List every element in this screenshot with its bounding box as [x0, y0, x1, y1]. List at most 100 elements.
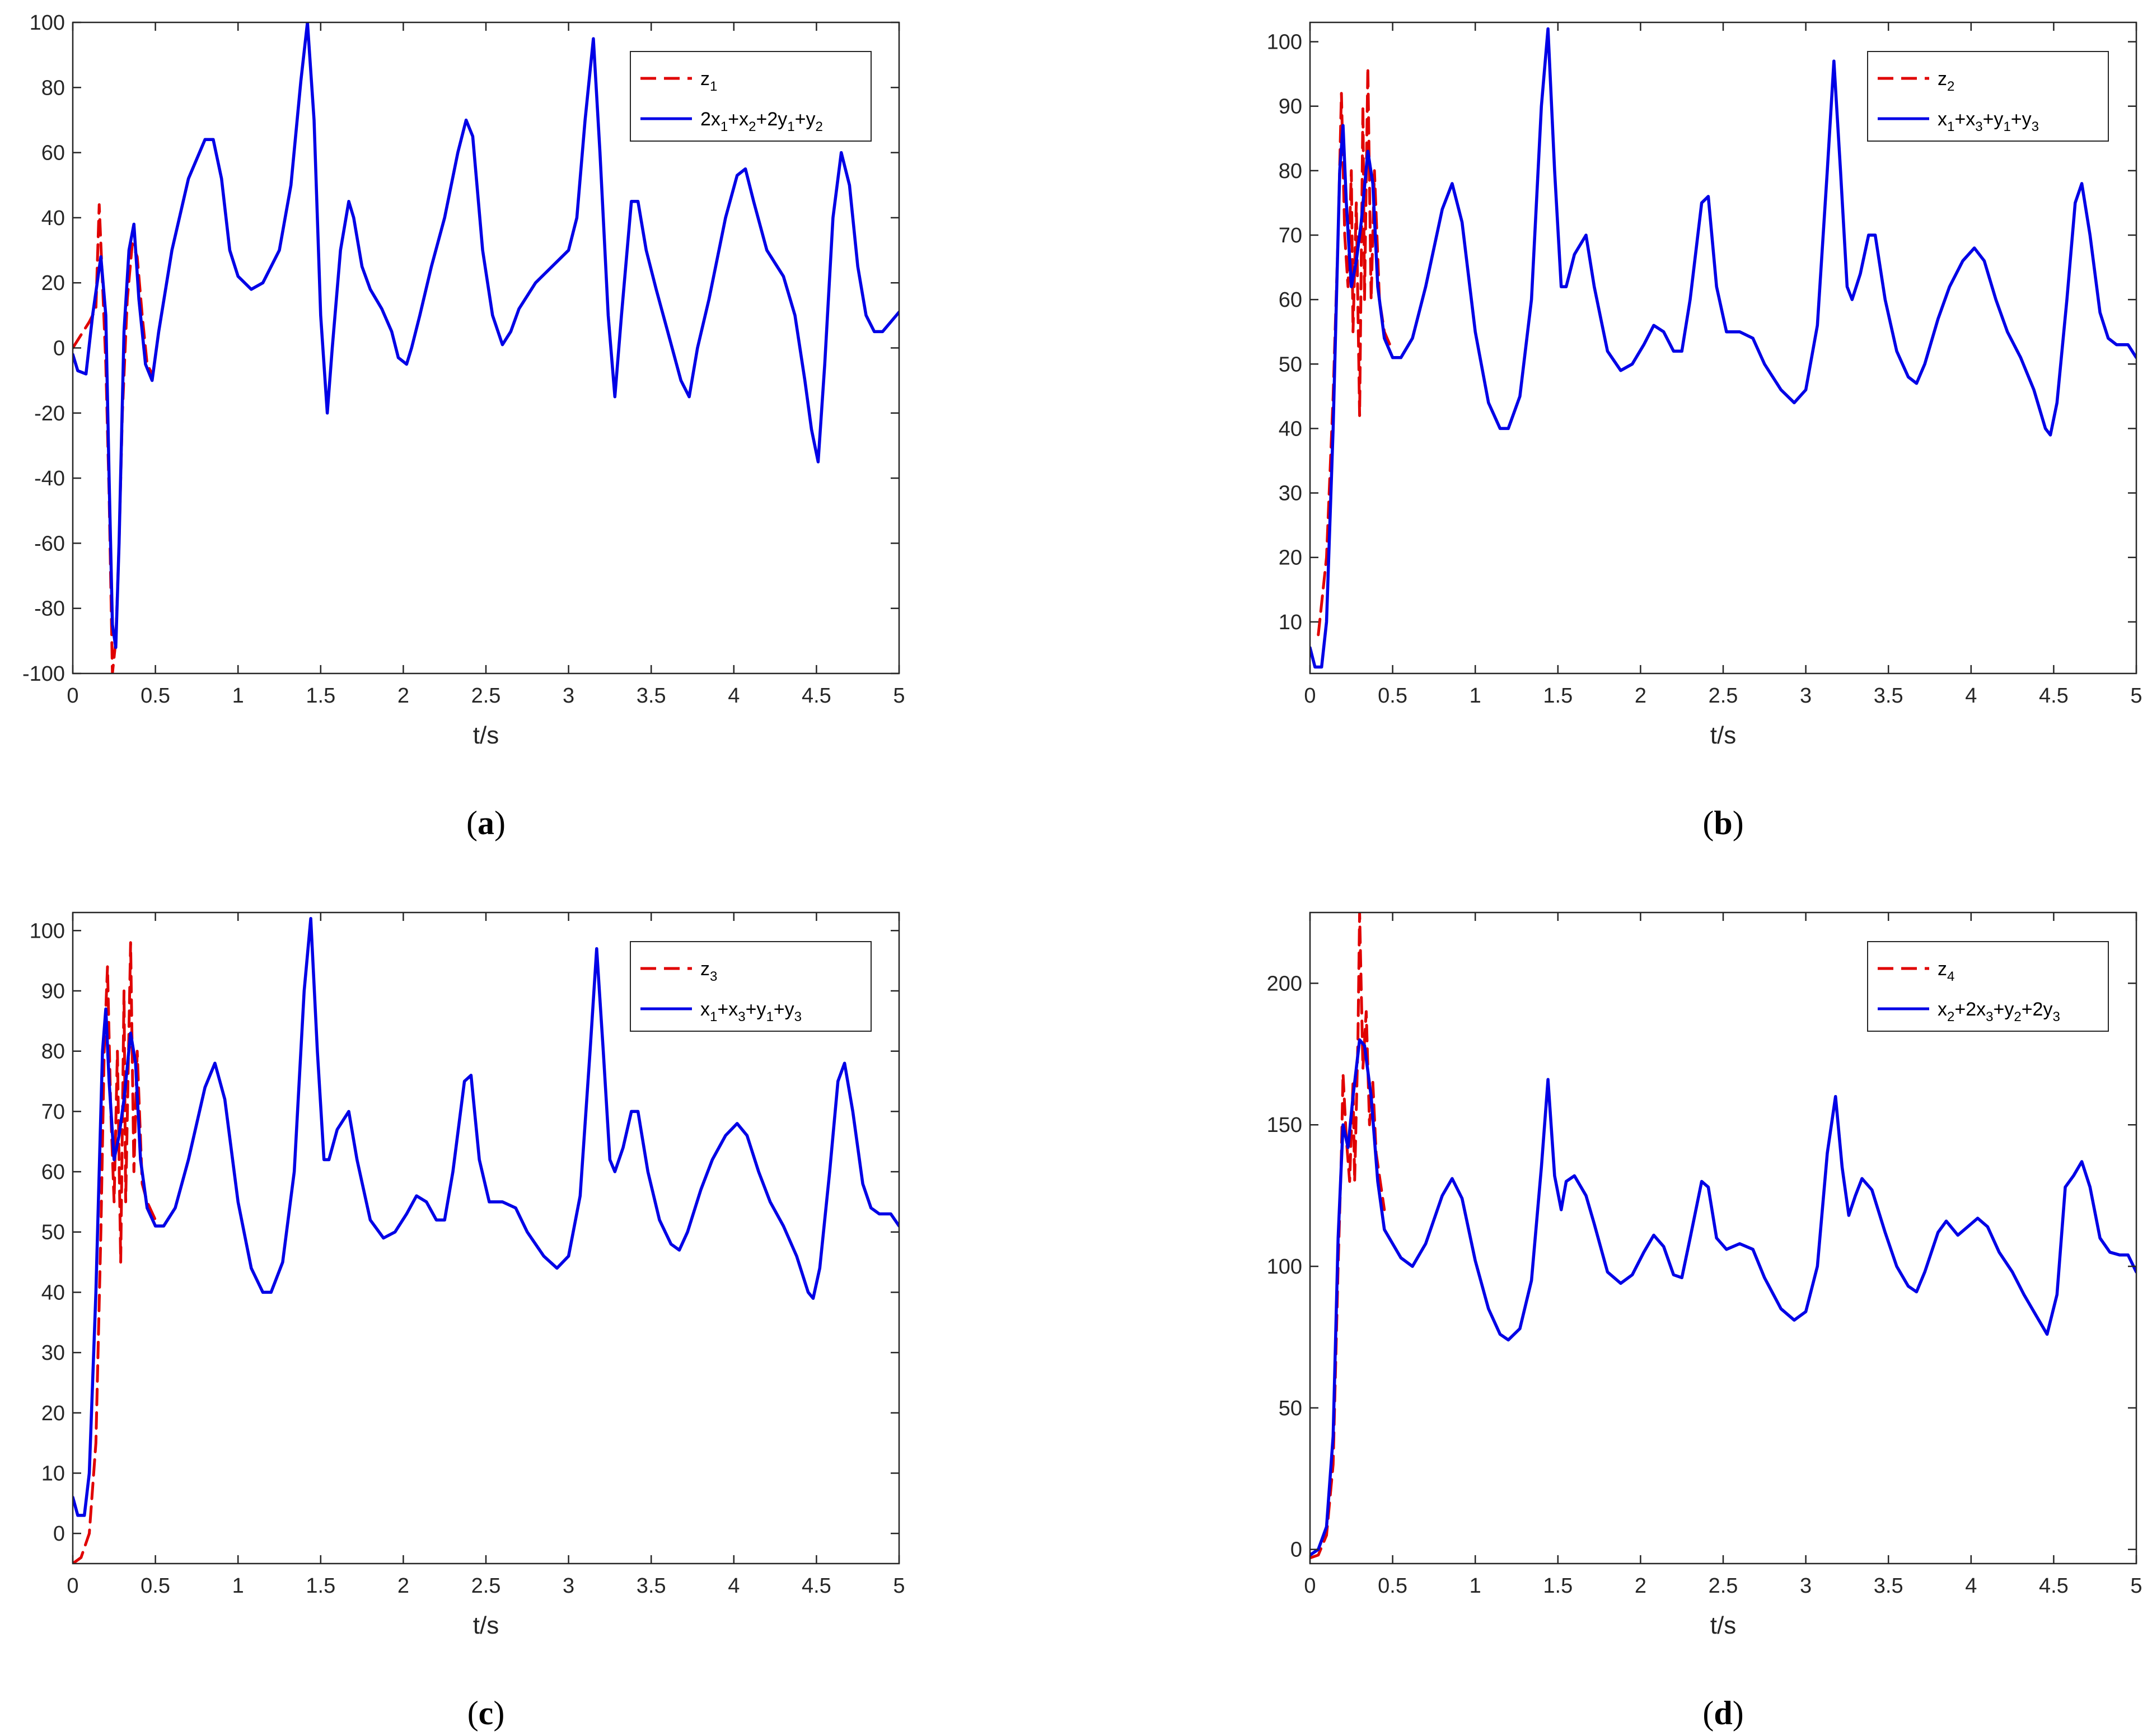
legend-subscript: 2	[748, 119, 756, 134]
y-tick-label: 60	[1279, 288, 1302, 312]
legend-text-part: +2y	[2022, 999, 2053, 1020]
legend-subscript: 2	[2014, 1009, 2021, 1024]
legend-text-part: 2x	[700, 109, 721, 130]
legend-entry-label: z1	[700, 68, 717, 94]
legend-subscript: 1	[1947, 119, 1954, 134]
x-tick-label: 4.5	[2039, 684, 2069, 708]
caption-paren-close: )	[1733, 1695, 1744, 1732]
legend-box	[630, 941, 872, 1032]
caption-letter: c	[479, 1695, 494, 1732]
x-tick-label: 3	[563, 1574, 574, 1598]
series-line-dashed	[1310, 913, 1386, 1560]
y-tick-label: -80	[34, 597, 65, 621]
x-tick-label: 3.5	[1874, 684, 1903, 708]
x-tick-label: 2	[397, 1574, 409, 1598]
x-tick-label: 2.5	[471, 684, 501, 708]
y-tick-label: 10	[1279, 611, 1302, 634]
legend-entry-label: x1+x3+y1+y3	[1938, 109, 2039, 134]
x-tick-label: 0	[67, 684, 78, 708]
series-group	[1310, 27, 2136, 669]
caption-letter: d	[1714, 1695, 1732, 1732]
x-tick-label: 4	[728, 1574, 740, 1598]
caption-paren-open: (	[1702, 1695, 1714, 1732]
legend-box	[630, 51, 872, 142]
legend-entry-label: z4	[1938, 958, 1954, 984]
legend-subscript: 2	[1947, 1009, 1954, 1024]
series-line-dashed	[73, 941, 157, 1564]
legend-subscript: 1	[2003, 119, 2010, 134]
y-tick-label: 50	[41, 1221, 65, 1244]
y-tick-label: 100	[1267, 1255, 1302, 1279]
x-tick-label: 4	[1965, 1574, 1977, 1598]
y-tick-label: 200	[1267, 972, 1302, 995]
legend-subscript: 3	[710, 969, 717, 984]
legend-text-part: +y	[774, 999, 794, 1020]
x-tick-label: 0	[1304, 1574, 1316, 1598]
x-tick-label: 3.5	[637, 1574, 666, 1598]
legend-subscript: 3	[738, 1009, 745, 1024]
legend-text-part: +y	[1983, 109, 2004, 130]
y-tick-label: 30	[1279, 482, 1302, 506]
caption-paren-close: )	[494, 804, 506, 841]
legend-subscript: 1	[710, 79, 717, 94]
x-tick-label: 4	[728, 684, 740, 708]
series-group	[73, 22, 899, 673]
caption-paren-open: (	[466, 804, 478, 841]
y-tick-label: 40	[1279, 417, 1302, 441]
x-tick-label: 1.5	[306, 1574, 335, 1598]
series-line-solid	[1310, 1038, 2136, 1557]
legend-text-part: +y	[746, 999, 766, 1020]
y-tick-label: 0	[1290, 1538, 1302, 1562]
x-tick-label: 1.5	[1543, 684, 1573, 708]
panel-a: 0 0.5 1 1.5 2 2.5 3 3.5 4 4.5 5 -100 -80 -60 -40 -20 0 20…	[22, 11, 905, 841]
x-tick-label: 3	[1800, 1574, 1812, 1598]
legend-subscript: 4	[1947, 969, 1954, 984]
y-tick-label: -60	[34, 532, 65, 555]
x-tick-label: 1	[1470, 684, 1481, 708]
y-tick-label: 80	[1279, 160, 1302, 183]
panel-d: 0 0.5 1 1.5 2 2.5 3 3.5 4 4.5 5050100150200t/sz4x2…	[1267, 911, 2142, 1732]
x-tick-label: 2	[1635, 1574, 1646, 1598]
x-tick-label: 4.5	[2039, 1574, 2069, 1598]
x-tick-label: 0.5	[1378, 1574, 1407, 1598]
x-tick-label: 4.5	[802, 1574, 831, 1598]
x-tick-label: 3.5	[1874, 1574, 1903, 1598]
caption-letter: a	[478, 804, 494, 841]
x-tick-label: 4	[1965, 684, 1977, 708]
legend-subscript: 1	[710, 1009, 717, 1024]
legend-text-part: x	[700, 999, 710, 1020]
x-tick-label: 0.5	[141, 684, 170, 708]
panel-caption: (b)	[1702, 804, 1743, 841]
legend-subscript: 1	[787, 119, 794, 134]
y-tick-label: -100	[22, 662, 65, 686]
x-tick-label: 2.5	[471, 1574, 501, 1598]
y-tick-label: 40	[41, 207, 65, 230]
x-tick-label: 3	[1800, 684, 1812, 708]
legend-text-part: +y	[1993, 999, 2014, 1020]
legend-box	[1867, 51, 2109, 142]
legend-subscript: 3	[1975, 119, 1982, 134]
x-axis-label: t/s	[473, 722, 499, 749]
legend-box	[1867, 941, 2109, 1032]
panel-caption: (d)	[1702, 1695, 1743, 1732]
legend-subscript: 1	[766, 1009, 773, 1024]
y-tick-label: 80	[41, 1040, 65, 1064]
legend-entry-label: x1+x3+y1+y3	[700, 999, 802, 1024]
y-tick-label: 20	[41, 272, 65, 295]
legend-text-part: x	[1938, 109, 1947, 130]
legend-text-part: z	[700, 958, 710, 980]
y-tick-label: 70	[41, 1100, 65, 1124]
series-group	[73, 917, 899, 1564]
caption-paren-close: )	[493, 1695, 504, 1732]
x-tick-label: 1	[232, 1574, 244, 1598]
x-tick-label: 4.5	[802, 684, 831, 708]
y-tick-label: 30	[41, 1341, 65, 1365]
legend-entry-label: 2x1+x2+2y1+y2	[700, 109, 823, 134]
legend-text-part: z	[700, 68, 710, 90]
x-axis-label: t/s	[473, 1612, 499, 1639]
legend-subscript: 2	[815, 119, 822, 134]
x-tick-label: 0	[67, 1574, 78, 1598]
y-tick-label: 10	[41, 1462, 65, 1485]
y-tick-label: 60	[41, 1161, 65, 1184]
